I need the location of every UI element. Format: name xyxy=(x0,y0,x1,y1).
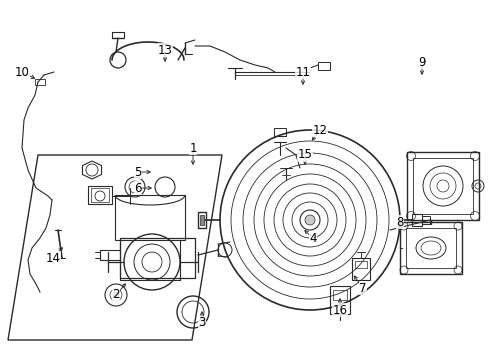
Bar xyxy=(330,286,350,314)
Bar xyxy=(412,214,422,226)
Bar xyxy=(274,128,286,136)
Text: 11: 11 xyxy=(295,66,311,78)
Bar xyxy=(88,186,112,204)
Bar xyxy=(407,152,479,220)
Text: 4: 4 xyxy=(309,231,317,244)
Bar xyxy=(406,228,456,268)
Bar xyxy=(355,261,367,268)
Text: 12: 12 xyxy=(313,123,327,136)
Bar xyxy=(200,215,204,225)
Text: 14: 14 xyxy=(46,252,60,265)
Bar xyxy=(35,79,45,85)
Bar xyxy=(400,222,462,274)
Bar xyxy=(318,62,330,70)
Text: 3: 3 xyxy=(198,316,206,329)
Text: 2: 2 xyxy=(112,288,120,302)
Text: 13: 13 xyxy=(158,44,172,57)
Text: 1: 1 xyxy=(189,141,197,154)
Bar xyxy=(198,212,206,228)
Text: 6: 6 xyxy=(134,181,142,194)
Text: 8: 8 xyxy=(396,216,404,229)
Text: 9: 9 xyxy=(418,55,426,68)
Bar xyxy=(352,258,370,280)
Bar xyxy=(333,290,347,300)
Text: 5: 5 xyxy=(134,166,142,179)
Text: 10: 10 xyxy=(15,66,29,78)
Bar xyxy=(422,216,430,224)
Bar xyxy=(413,158,473,214)
Circle shape xyxy=(305,215,315,225)
Text: 15: 15 xyxy=(297,148,313,162)
Bar xyxy=(91,188,109,202)
Circle shape xyxy=(113,292,119,298)
Text: 16: 16 xyxy=(333,303,347,316)
Text: 7: 7 xyxy=(359,282,367,294)
